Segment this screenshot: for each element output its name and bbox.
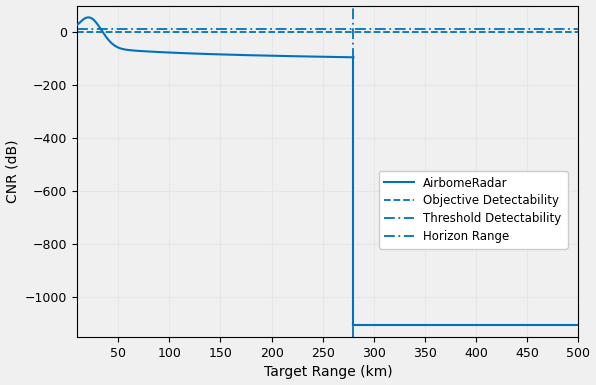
AirbomeRadar: [122, 47, 129, 52]
AirbomeRadar: [350, 55, 357, 60]
AirbomeRadar: [105, 38, 113, 43]
Y-axis label: CNR (dB): CNR (dB): [5, 140, 20, 203]
Horizon Range: [350, 30, 357, 34]
AirbomeRadar: [191, 51, 198, 56]
AirbomeRadar: [179, 51, 187, 55]
Legend: AirbomeRadar, Objective Detectability, Threshold Detectability, Horizon Range: AirbomeRadar, Objective Detectability, T…: [378, 171, 567, 249]
Threshold Detectability: [64, 26, 72, 31]
Objective Detectability: [64, 30, 72, 34]
Objective Detectability: [63, 30, 70, 34]
AirbomeRadar: [315, 54, 322, 59]
AirbomeRadar: [344, 55, 352, 60]
Threshold Detectability: [63, 26, 70, 31]
Horizon Range: [350, 30, 357, 34]
Line: AirbomeRadar: AirbomeRadar: [77, 17, 353, 57]
AirbomeRadar: [85, 15, 92, 20]
AirbomeRadar: [74, 23, 81, 27]
X-axis label: Target Range (km): Target Range (km): [263, 365, 392, 380]
